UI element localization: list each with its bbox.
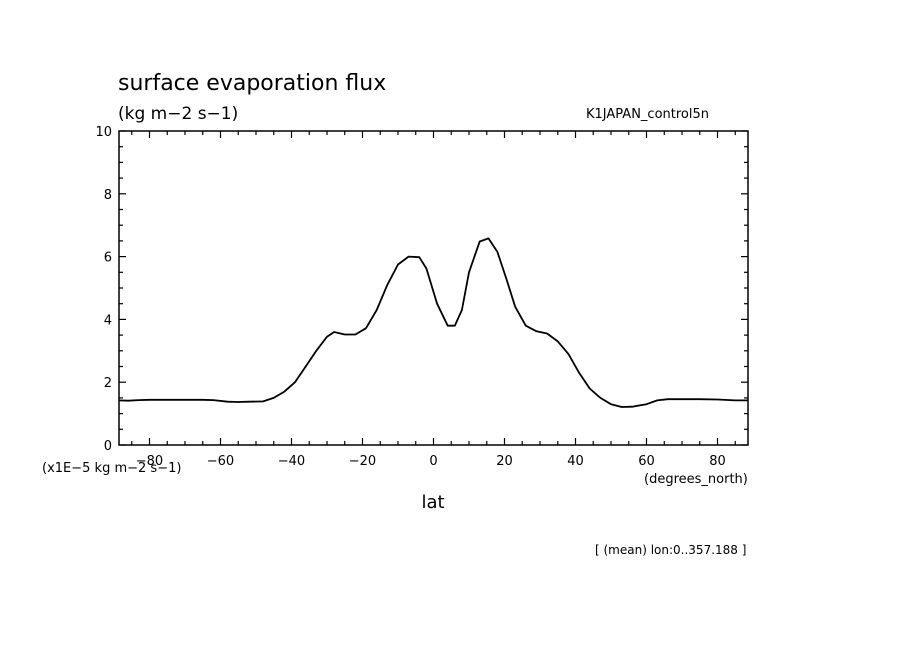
- x-axis-title: lat: [421, 492, 444, 513]
- x-tick-label: 0: [429, 454, 437, 469]
- units-label: (kg m−2 s−1): [118, 104, 238, 124]
- x-tick-label: 80: [709, 454, 726, 469]
- y-tick-label: 2: [104, 376, 112, 391]
- x-tick-labels: −80 −60 −40 −20 0 20 40 60 80: [136, 454, 726, 469]
- x-tick-label: −20: [349, 454, 376, 469]
- series-line: [118, 237, 748, 408]
- chart-title: surface evaporation flux: [118, 71, 386, 96]
- x-units-label: (degrees_north): [644, 472, 748, 487]
- y-tick-label: 6: [104, 251, 112, 266]
- y-tick-label: 4: [104, 313, 112, 328]
- scale-label: (x1E−5 kg m−2 s−1): [42, 461, 181, 476]
- y-tick-label: 0: [104, 439, 112, 454]
- x-tick-label: −60: [207, 454, 234, 469]
- run-label: K1JAPAN_control5n: [586, 107, 709, 122]
- x-tick-label: 40: [567, 454, 584, 469]
- footnote: [ (mean) lon:0..357.188 ]: [595, 543, 746, 557]
- x-tick-label: −80: [136, 454, 163, 469]
- x-tick-label: 60: [638, 454, 655, 469]
- x-tick-label: −40: [278, 454, 305, 469]
- axis-ticks: [119, 130, 748, 446]
- y-tick-label: 8: [104, 188, 112, 203]
- y-tick-labels: 0 2 4 6 8 10: [95, 125, 112, 454]
- x-tick-label: 20: [496, 454, 513, 469]
- plot-frame: [118, 130, 749, 446]
- y-tick-label: 10: [95, 125, 112, 140]
